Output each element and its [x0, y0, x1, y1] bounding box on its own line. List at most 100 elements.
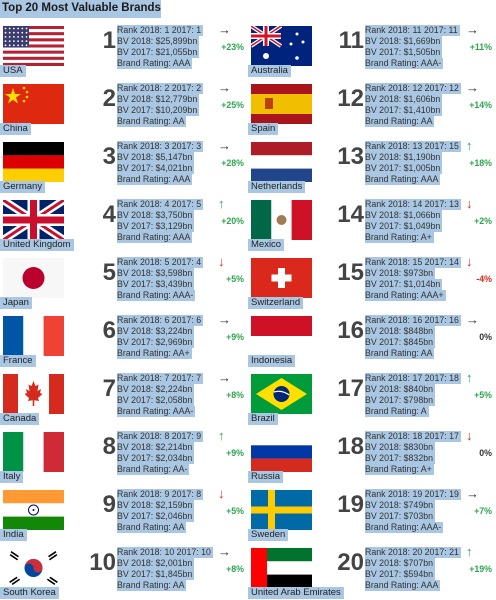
- brand-rating: Brand Rating: AA: [117, 580, 187, 591]
- country-entry: Sweden 19 Rank 2018: 19 2017: 19 BV 2018…: [248, 487, 496, 543]
- rank-number: 13: [337, 143, 364, 170]
- brand-rating: Brand Rating: AAA: [365, 174, 441, 185]
- bv-2018: BV 2018: $1,190bn: [365, 152, 443, 163]
- brand-rating: Brand Rating: A: [365, 406, 429, 417]
- arrow-right-icon: →: [218, 370, 231, 385]
- rank-line: Rank 2018: 4 2017: 5: [117, 199, 204, 210]
- bv-2017: BV 2017: $1,505bn: [365, 47, 443, 58]
- change-percent: +20%: [221, 216, 244, 226]
- bv-2018: BV 2018: $1,669bn: [365, 36, 443, 47]
- arrow-right-icon: →: [218, 312, 231, 327]
- flag-canada-icon: [3, 374, 64, 414]
- rank-line: Rank 2018: 5 2017: 4: [117, 257, 204, 268]
- bv-2017: BV 2017: $798bn: [365, 395, 435, 406]
- country-name: Brazil: [248, 413, 278, 425]
- bv-2017: BV 2017: $594bn: [365, 569, 435, 580]
- country-name: China: [0, 123, 31, 135]
- bv-2018: BV 2018: $840bn: [365, 384, 435, 395]
- bv-2018: BV 2018: $707bn: [365, 558, 435, 569]
- arrow-right-icon: →: [218, 80, 231, 95]
- bv-2017: BV 2017: $1,014bn: [365, 279, 443, 290]
- bv-2018: BV 2018: $2,214bn: [117, 442, 195, 453]
- brand-rating: Brand Rating: AAA-: [365, 58, 444, 69]
- flag-russia-icon: [251, 432, 312, 472]
- rank-number: 1: [102, 27, 116, 54]
- arrow-right-icon: →: [218, 22, 231, 37]
- arrow-right-icon: →: [466, 312, 479, 327]
- rank-number: 9: [102, 491, 116, 518]
- country-entry: Mexico 14 Rank 2018: 14 2017: 13 BV 2018…: [248, 197, 496, 253]
- bv-2017: BV 2017: $2,034bn: [117, 453, 195, 464]
- brand-rating: Brand Rating: AAA: [117, 174, 193, 185]
- rank-line: Rank 2018: 12 2017: 12: [365, 83, 461, 94]
- country-entry: Italy 8 Rank 2018: 8 2017: 9 BV 2018: $2…: [0, 429, 248, 485]
- bv-2017: BV 2017: $1,005bn: [365, 163, 443, 174]
- country-name: USA: [0, 65, 26, 77]
- rank-number: 19: [337, 491, 364, 518]
- bv-2018: BV 2018: $3,224bn: [117, 326, 195, 337]
- country-entry: United Kingdom 4 Rank 2018: 4 2017: 5 BV…: [0, 197, 248, 253]
- arrow-right-icon: →: [466, 22, 479, 37]
- flag-south-korea-icon: [3, 548, 64, 588]
- country-name: Switzerland: [248, 297, 304, 309]
- brand-rating: Brand Rating: AA: [365, 116, 435, 127]
- brand-rating: Brand Rating: AAA+: [365, 290, 446, 301]
- rank-number: 15: [337, 259, 364, 286]
- country-entry: Canada 7 Rank 2018: 7 2017: 7 BV 2018: $…: [0, 371, 248, 427]
- flag-brazil-icon: [251, 374, 312, 414]
- change-percent: +9%: [226, 448, 244, 458]
- flag-france-icon: [3, 316, 64, 356]
- country-entry: Brazil 17 Rank 2018: 17 2017: 18 BV 2018…: [248, 371, 496, 427]
- arrow-up-icon: ↑: [466, 138, 473, 153]
- flag-switzerland-icon: [251, 258, 312, 298]
- change-percent: +19%: [469, 564, 492, 574]
- arrow-down-icon: ↓: [466, 428, 473, 443]
- arrow-up-icon: ↑: [218, 196, 225, 211]
- flag-japan-icon: [3, 258, 64, 298]
- change-percent: +5%: [226, 506, 244, 516]
- bv-2017: BV 2017: $10,209bn: [117, 105, 200, 116]
- brand-rating: Brand Rating: A+: [365, 232, 434, 243]
- bv-2017: BV 2017: $1,410bn: [365, 105, 443, 116]
- rank-number: 4: [102, 201, 116, 228]
- brand-rating: Brand Rating: AA: [117, 116, 187, 127]
- flag-uae-icon: [251, 548, 312, 588]
- flag-sweden-icon: [251, 490, 312, 530]
- country-entry: USA 1 Rank 2018: 1 2017: 1 BV 2018: $25,…: [0, 23, 248, 79]
- arrow-right-icon: →: [466, 486, 479, 501]
- rank-line: Rank 2018: 17 2017: 18: [365, 373, 461, 384]
- arrow-down-icon: ↓: [218, 486, 225, 501]
- country-entry: United Arab Emirates 20 Rank 2018: 20 20…: [248, 545, 496, 600]
- rank-line: Rank 2018: 3 2017: 3: [117, 141, 204, 152]
- change-percent: +25%: [221, 100, 244, 110]
- country-name: Mexico: [248, 239, 285, 251]
- country-name: India: [0, 529, 27, 541]
- rank-line: Rank 2018: 7 2017: 7: [117, 373, 204, 384]
- flag-usa-icon: [3, 26, 64, 66]
- bv-2018: BV 2018: $3,750bn: [117, 210, 195, 221]
- arrow-right-icon: →: [466, 80, 479, 95]
- bv-2018: BV 2018: $5,147bn: [117, 152, 195, 163]
- country-name: Germany: [0, 181, 46, 193]
- country-name: Russia: [248, 471, 284, 483]
- change-percent: +5%: [474, 390, 492, 400]
- country-name: Japan: [0, 297, 32, 309]
- flag-spain-icon: [251, 84, 312, 124]
- bv-2017: BV 2017: $4,021bn: [117, 163, 195, 174]
- rank-line: Rank 2018: 18 2017: 17: [365, 431, 461, 442]
- bv-2018: BV 2018: $2,001bn: [117, 558, 195, 569]
- flag-mexico-icon: [251, 200, 312, 240]
- bv-2017: BV 2017: $703bn: [365, 511, 435, 522]
- flag-germany-icon: [3, 142, 64, 182]
- change-percent: -4%: [476, 274, 492, 284]
- brand-rating: Brand Rating: AAA: [365, 580, 441, 591]
- rank-number: 16: [337, 317, 364, 344]
- country-entry: Russia 18 Rank 2018: 18 2017: 17 BV 2018…: [248, 429, 496, 485]
- rank-line: Rank 2018: 20 2017: 21: [365, 547, 461, 558]
- country-name: Spain: [248, 123, 279, 135]
- bv-2017: BV 2017: $1,049bn: [365, 221, 443, 232]
- rank-line: Rank 2018: 6 2017: 6: [117, 315, 204, 326]
- rank-number: 18: [337, 433, 364, 460]
- change-percent: +7%: [474, 506, 492, 516]
- bv-2017: BV 2017: $832bn: [365, 453, 435, 464]
